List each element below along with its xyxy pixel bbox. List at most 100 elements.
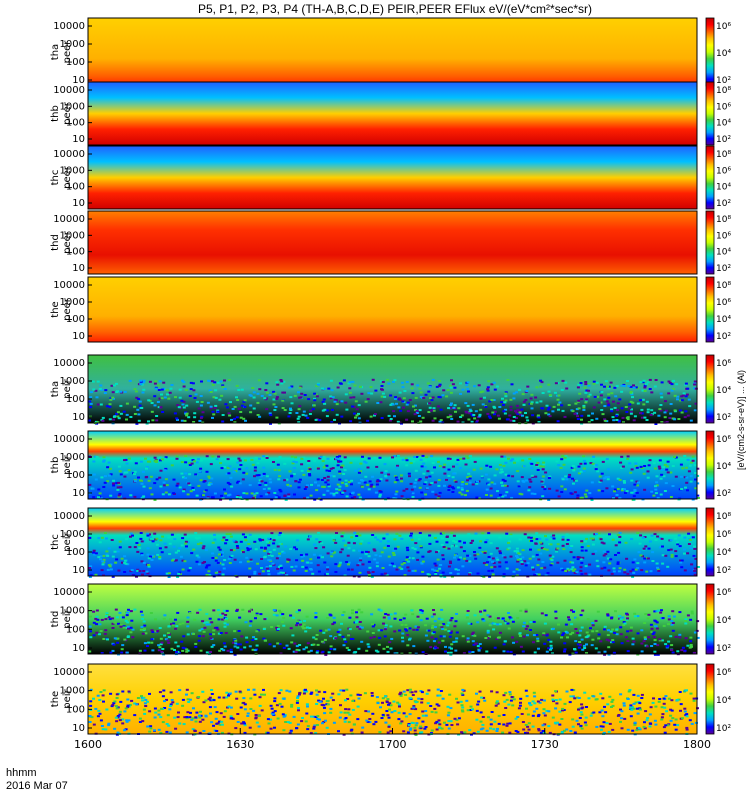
texture-cell [591, 412, 594, 415]
texture-cell [336, 631, 340, 633]
texture-cell [483, 396, 486, 399]
texture-cell [654, 488, 658, 491]
texture-cell [575, 412, 579, 415]
texture-cell [525, 416, 529, 419]
texture-cell [196, 543, 200, 546]
texture-cell [352, 412, 356, 415]
texture-cell [143, 642, 147, 645]
texture-cell [327, 651, 331, 654]
texture-cell [696, 482, 700, 485]
texture-cell [357, 468, 361, 471]
texture-cell [298, 692, 302, 695]
texture-cell [201, 561, 205, 564]
texture-cell [477, 649, 481, 652]
texture-cell [157, 384, 161, 387]
colorbar-tick-label: 10⁸ [716, 86, 731, 96]
texture-cell [636, 457, 640, 460]
texture-cell [584, 716, 588, 719]
texture-cell [220, 494, 223, 497]
texture-cell [296, 697, 299, 699]
texture-cell [389, 647, 393, 650]
texture-cell [584, 401, 588, 404]
texture-cell [602, 550, 606, 553]
texture-cell [564, 381, 568, 384]
texture-cell [498, 631, 502, 634]
texture-cell [192, 548, 196, 551]
texture-cell [315, 634, 319, 636]
texture-cell [153, 716, 157, 719]
texture-cell [650, 627, 654, 630]
texture-cell [115, 616, 119, 619]
spectrogram-image [88, 277, 697, 342]
texture-cell [503, 700, 507, 703]
texture-cell [278, 643, 282, 645]
texture-cell [176, 716, 180, 719]
texture-cell [454, 480, 458, 483]
texture-cell [195, 461, 199, 464]
texture-cell [541, 468, 545, 471]
texture-cell [614, 554, 617, 556]
texture-cell [410, 383, 414, 386]
texture-cell [466, 640, 470, 643]
panel-probe-label: thc [50, 534, 61, 550]
texture-cell [373, 549, 377, 552]
texture-cell [129, 494, 133, 497]
texture-cell [459, 467, 462, 469]
texture-cell [174, 618, 177, 621]
texture-cell [245, 492, 249, 495]
texture-cell [530, 492, 534, 495]
texture-cell [218, 723, 222, 726]
texture-cell [505, 724, 509, 727]
texture-cell [594, 468, 598, 471]
texture-cell [625, 557, 629, 560]
texture-cell [450, 575, 454, 578]
texture-cell [487, 415, 491, 418]
texture-cell [102, 460, 106, 463]
texture-cell [606, 614, 610, 617]
texture-cell [189, 490, 193, 493]
texture-cell [478, 690, 482, 693]
texture-cell [525, 695, 529, 698]
texture-cell [489, 487, 493, 490]
texture-cell [154, 618, 157, 621]
colorbar-tick-label: 10⁴ [716, 49, 731, 59]
texture-cell [571, 569, 575, 572]
texture-cell [267, 722, 271, 725]
y-tick-label: 1000 [60, 452, 85, 463]
texture-cell [338, 488, 342, 491]
texture-cell [690, 612, 694, 615]
texture-cell [93, 553, 97, 556]
texture-cell [579, 382, 583, 385]
texture-cell [526, 385, 530, 388]
texture-cell [89, 406, 92, 409]
texture-cell [296, 620, 300, 623]
texture-cell [238, 690, 242, 693]
colorbar-tick-label: 10² [716, 264, 731, 274]
texture-cell [304, 570, 308, 572]
texture-cell [115, 482, 119, 485]
texture-cell [265, 567, 269, 570]
texture-cell [524, 399, 528, 401]
texture-cell [385, 710, 389, 712]
texture-cell [95, 456, 99, 458]
texture-cell [380, 395, 384, 398]
texture-cell [653, 639, 657, 642]
texture-cell [116, 731, 120, 734]
texture-cell [427, 550, 431, 553]
y-tick-label: 10000 [53, 358, 85, 369]
texture-cell [212, 724, 215, 727]
texture-cell [276, 717, 280, 720]
texture-cell [427, 411, 431, 413]
panel-probe-label: thd [50, 611, 61, 628]
texture-cell [268, 551, 272, 554]
texture-cell [565, 631, 569, 634]
texture-cell [407, 472, 411, 475]
texture-cell [133, 495, 137, 498]
texture-cell [116, 637, 120, 640]
texture-cell [106, 568, 110, 571]
texture-cell [264, 389, 268, 391]
texture-cell [652, 631, 656, 634]
texture-cell [684, 383, 688, 386]
texture-cell [289, 729, 293, 732]
